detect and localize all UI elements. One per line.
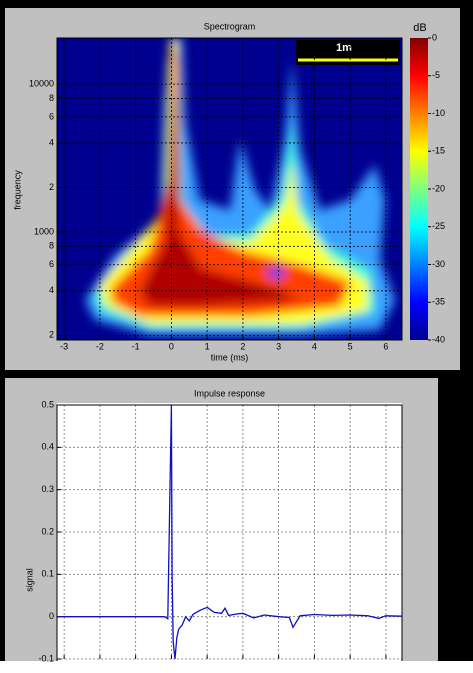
signal-line: [57, 404, 402, 660]
chart-title: Spectrogram: [204, 21, 256, 31]
y-tick-label: 4: [49, 137, 54, 147]
y-axis-label: signal: [24, 568, 34, 592]
x-tick-label: 1: [205, 341, 210, 351]
x-tick-label: 3: [276, 341, 281, 351]
x-tick-label: 5: [348, 341, 353, 351]
y-tick-label: 0.3: [41, 484, 54, 494]
colorbar-tick-label: -20: [432, 183, 445, 193]
colorbar-tick-label: -5: [432, 70, 440, 80]
x-tick-label: 0: [169, 341, 174, 351]
series-group: [57, 404, 402, 660]
y-tick-label: 8: [49, 93, 54, 103]
heat-region: [140, 90, 300, 306]
colorbar-tick-label: 0: [432, 32, 437, 42]
y-tick-label: 6: [49, 111, 54, 121]
colorbar-tick-label: -30: [432, 259, 445, 269]
y-tick-label: 0: [49, 611, 54, 621]
heat-region: [267, 268, 285, 278]
y-tick-label: 8: [49, 241, 54, 251]
axes-frame: [56, 37, 403, 341]
y-tick-label: 6: [49, 259, 54, 269]
y-tick-label: 0.5: [41, 399, 54, 409]
y-tick-label: 0.4: [41, 442, 54, 452]
x-tick-label: -1: [132, 341, 140, 351]
colorbar-tick-label: -25: [432, 221, 445, 231]
y-tick-label: 0.2: [41, 526, 54, 536]
y-tick-label: 10000: [29, 78, 54, 88]
x-tick-label: -2: [96, 341, 104, 351]
x-tick-label: 2: [240, 341, 245, 351]
y-tick-label: 2: [49, 182, 54, 192]
y-tick-label: 0.1: [41, 569, 54, 579]
bottom-margin: [0, 661, 473, 673]
colorbar-label: dB: [413, 22, 426, 34]
y-tick-label: 1000: [34, 226, 54, 236]
axes-frame: [56, 404, 403, 661]
colorbar-tick-label: -10: [432, 108, 445, 118]
y-tick-label: 4: [49, 285, 54, 295]
colorbar-tick-label: -40: [432, 334, 445, 344]
x-axis-label: time (ms): [211, 352, 249, 362]
colorbar: [410, 38, 428, 340]
y-tick-label: -0.1: [38, 653, 54, 663]
x-tick-label: -3: [60, 341, 68, 351]
y-tick-label: 2: [49, 330, 54, 340]
spectrogram-image: [57, 38, 402, 340]
colorbar-tick-label: -35: [432, 297, 445, 307]
x-tick-label: 4: [312, 341, 317, 351]
x-tick-label: 6: [383, 341, 388, 351]
annotation: 1m: [336, 42, 352, 54]
chart-title: Impulse response: [194, 388, 265, 398]
y-axis-label: frequency: [12, 170, 22, 210]
colorbar-tick-label: -15: [432, 146, 445, 156]
